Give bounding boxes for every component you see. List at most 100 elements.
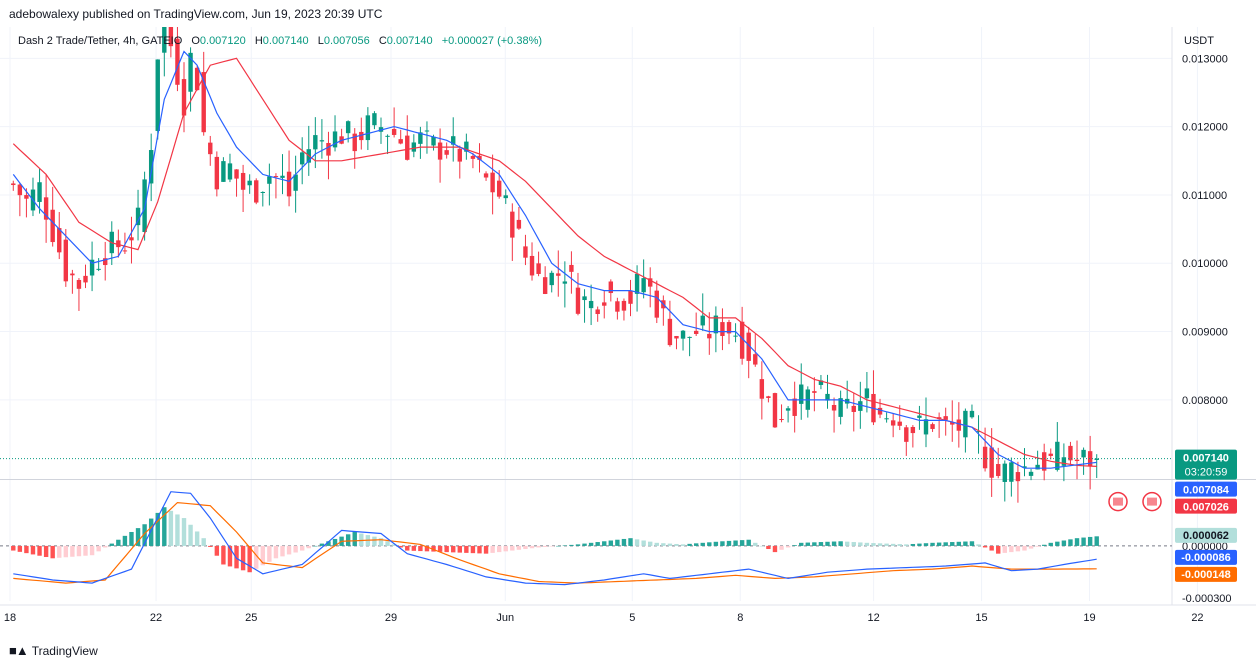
macd-hist-bar <box>575 544 581 546</box>
macd-hist-bar <box>17 545 23 552</box>
macd-hist-bar <box>569 544 574 546</box>
macd-line-tag-text: -0.000086 <box>1181 552 1231 564</box>
macd-hist-bar <box>214 545 220 556</box>
macd-hist-bar <box>838 541 843 546</box>
candle-body <box>345 121 351 134</box>
candle-body <box>496 180 502 197</box>
macd-hist-bar <box>1081 537 1086 546</box>
macd-hist-bar <box>956 541 962 546</box>
candle-body <box>549 272 554 286</box>
time-tick-label: 5 <box>629 612 635 624</box>
macd-histogram <box>11 507 1099 573</box>
candle-body <box>129 237 134 241</box>
macd-hist-bar <box>779 545 784 550</box>
low-value: 0.007056 <box>323 35 370 47</box>
macd-hist-bar <box>148 518 154 546</box>
open-label: O <box>191 35 200 47</box>
macd-hist-bar <box>930 542 935 546</box>
macd-hist-bar <box>1061 540 1067 546</box>
macd-hist-bar <box>1068 539 1073 546</box>
macd-hist-bar <box>306 545 311 549</box>
footer-brand: TradingView <box>31 643 98 658</box>
candle-body <box>739 321 745 359</box>
macd-hist-bar <box>516 545 522 550</box>
macd-hist-bar <box>700 542 705 546</box>
macd-hist-bar <box>943 542 948 546</box>
candle-body <box>595 309 600 315</box>
candle-body <box>148 150 154 184</box>
macd-hist-bar <box>405 545 410 551</box>
macd-hist-bar <box>457 545 462 553</box>
macd-hist-bar <box>950 542 955 546</box>
candle-body <box>398 139 403 144</box>
candle-body <box>411 142 417 152</box>
macd-hist-bar <box>116 539 121 546</box>
price-chart[interactable]: 0.013000 0.012000 0.011000 0.010000 0.009000… <box>0 27 1256 640</box>
candle-body <box>76 279 82 289</box>
macd-hist-bar <box>424 545 430 552</box>
macd-hist-bar <box>1041 544 1047 546</box>
macd-hist-bar <box>536 545 541 548</box>
candle-body <box>326 142 331 156</box>
macd-hist-bar <box>352 531 357 546</box>
candle-body <box>1048 453 1053 456</box>
macd-hist-bar <box>267 545 272 562</box>
candle-body <box>280 175 285 178</box>
time-tick-label: 25 <box>245 612 257 624</box>
macd-hist-bar <box>188 524 193 546</box>
candle-body <box>63 239 69 282</box>
time-tick-label: 22 <box>150 612 162 624</box>
macd-hist-bar <box>103 545 108 548</box>
candle-body <box>96 268 101 270</box>
macd-hist-bar <box>877 543 883 546</box>
us-flag-icon[interactable] <box>1108 491 1128 512</box>
candle-body <box>490 172 495 193</box>
macd-hist-bar <box>982 545 988 548</box>
candle-body <box>851 405 856 412</box>
candle-body <box>437 142 443 160</box>
macd-hist-bar <box>648 541 653 546</box>
candle-body <box>799 384 804 404</box>
macd-hist-bar <box>1035 545 1040 547</box>
macd-hist-bar <box>1028 545 1034 549</box>
macd-hist-bar <box>359 533 364 546</box>
macd-hist-bar <box>923 543 929 546</box>
ma-slow-tag-text: 0.007026 <box>1183 502 1229 514</box>
symbol-legend: Dash 2 Trade/Tether, 4h, GATEIO O0.00712… <box>18 35 542 47</box>
macd-hist-bar <box>654 542 659 546</box>
macd-hist-bar <box>831 541 837 546</box>
candle-body <box>759 379 765 399</box>
candle-body <box>89 259 95 276</box>
candle-body <box>976 431 981 433</box>
candle-body <box>575 287 581 314</box>
macd-hist-bar <box>234 545 239 569</box>
candle-body <box>1009 462 1014 482</box>
macd-signal-tag-text: -0.000148 <box>1181 569 1231 581</box>
last-price-tag-text: 03:20:59 <box>1185 467 1228 479</box>
macd-hist-bar <box>194 531 200 546</box>
macd-hist-bar <box>615 539 620 546</box>
macd-hist-bar <box>759 545 765 547</box>
macd-hist-bar <box>122 535 128 546</box>
macd-hist-bar <box>37 545 42 556</box>
price-tick-label: 0.012000 <box>1182 122 1228 134</box>
macd-hist-bar <box>11 545 16 551</box>
macd-hist-bar <box>825 541 830 546</box>
candle-body <box>221 161 226 182</box>
candle-body <box>470 155 476 159</box>
macd-hist-bar <box>83 545 88 556</box>
candle-body <box>457 148 462 162</box>
candle-body <box>37 182 42 202</box>
macd-hist-bar <box>674 543 679 546</box>
time-tick-label: 12 <box>867 612 879 624</box>
us-flag-icon[interactable] <box>1142 491 1162 512</box>
candle-body <box>1061 457 1067 466</box>
time-tick-label: 19 <box>1083 612 1095 624</box>
macd-hist-bar <box>30 545 36 555</box>
candle-body <box>713 315 719 334</box>
ma-slow-line <box>12 57 1097 467</box>
candle-body <box>621 300 627 311</box>
candle-body <box>273 176 279 178</box>
currency-label: USDT <box>1184 35 1214 47</box>
macd-hist-bar <box>641 540 646 546</box>
